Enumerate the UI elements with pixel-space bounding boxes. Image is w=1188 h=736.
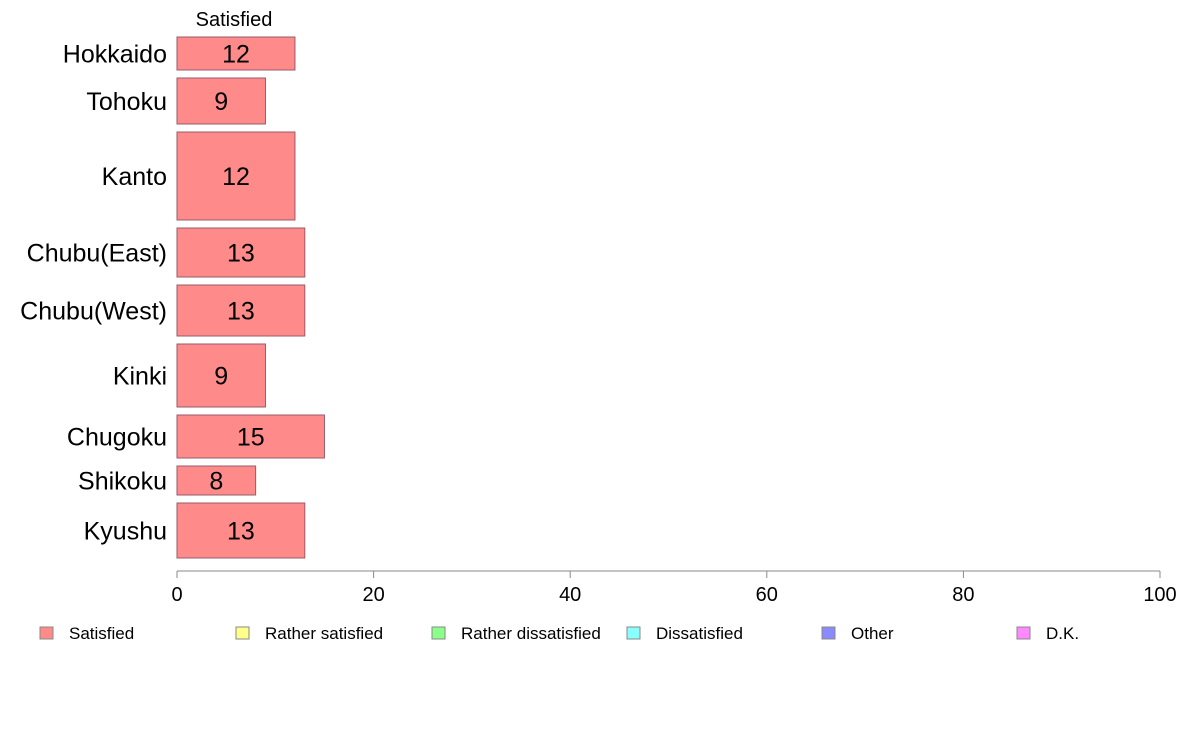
x-tick-label: 60 — [756, 584, 778, 606]
legend-swatch — [39, 626, 54, 640]
x-tick-label: 40 — [559, 584, 581, 606]
series-column-header: Satisfied — [196, 9, 273, 31]
data-label: 12 — [222, 41, 250, 69]
category-label: Kanto — [102, 163, 167, 191]
category-labels-group: Hokkaido Tohoku Kanto Chubu(East) Chubu(West… — [20, 41, 167, 546]
data-label: 9 — [214, 88, 228, 116]
bar-chubu-west--satisfied — [176, 284, 306, 337]
bar-tohoku-satisfied — [176, 77, 266, 125]
legend-swatch — [235, 626, 250, 640]
bar-kanto-satisfied — [176, 131, 296, 221]
x-tick-label: 20 — [362, 584, 384, 606]
legend-label: Satisfied — [69, 624, 134, 643]
category-label: Chubu(West) — [20, 298, 167, 326]
legend-label: Other — [851, 624, 894, 643]
bar-kyushu-satisfied — [176, 502, 306, 559]
legend-swatch — [431, 626, 446, 640]
data-label: 8 — [209, 468, 223, 496]
bar-kinki-satisfied — [176, 343, 266, 408]
x-axis-ticks-group: 0 20 40 60 80 100 — [171, 571, 1177, 606]
legend-label: Rather satisfied — [265, 624, 383, 643]
category-label: Chubu(East) — [27, 240, 167, 268]
x-tick-label: 0 — [171, 584, 182, 606]
x-tick-label: 80 — [952, 584, 974, 606]
category-label: Shikoku — [78, 468, 167, 496]
category-label: Chugoku — [67, 424, 167, 452]
data-label: 13 — [227, 518, 255, 546]
legend: Satisfied Rather satisfied Rather dissatis… — [39, 624, 1079, 643]
category-label: Kyushu — [84, 518, 167, 546]
x-tick-label: 100 — [1143, 584, 1176, 606]
bar-shikoku-satisfied — [176, 465, 257, 496]
category-label: Tohoku — [86, 88, 167, 116]
category-label: Kinki — [113, 363, 167, 391]
legend-label: D.K. — [1046, 624, 1079, 643]
bars-group — [176, 36, 325, 559]
legend-label: Dissatisfied — [656, 624, 743, 643]
data-label: 12 — [222, 163, 250, 191]
bar-hokkaido-satisfied — [176, 36, 296, 71]
bar-chubu-east--satisfied — [176, 227, 306, 278]
bar-chugoku-satisfied — [176, 414, 325, 459]
data-label: 15 — [237, 424, 265, 452]
legend-swatch — [1016, 626, 1031, 640]
legend-label: Rather dissatisfied — [461, 624, 601, 643]
legend-swatch — [626, 626, 641, 640]
data-label: 13 — [227, 298, 255, 326]
legend-swatch — [821, 626, 836, 640]
data-label: 9 — [214, 363, 228, 391]
category-label: Hokkaido — [63, 41, 167, 69]
data-label: 13 — [227, 240, 255, 268]
